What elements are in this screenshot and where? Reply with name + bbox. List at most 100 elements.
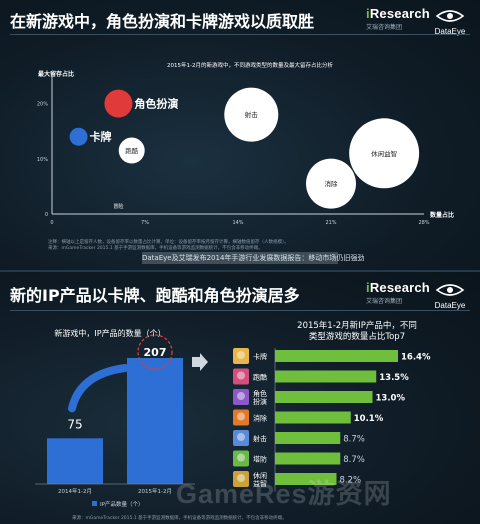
top7-value-label: 8.2% xyxy=(340,476,362,486)
point-label: 卡牌 xyxy=(90,130,112,144)
game-icon-detail xyxy=(237,412,245,421)
growth-arrow xyxy=(68,364,129,413)
y-tick-label: 0 xyxy=(45,212,48,218)
logo-research-sub: 艾瑞咨询集团 xyxy=(366,25,403,31)
point-label: 冒险 xyxy=(113,203,123,210)
bottom-panel: 新的IP产品以卡牌、跑酷和角色扮演居多 iResearch 艾瑞咨询集团 Dat… xyxy=(0,270,480,524)
eye-icon xyxy=(435,10,465,22)
game-icon xyxy=(233,389,249,405)
game-icon-detail xyxy=(237,474,245,482)
top7-category: 消除 xyxy=(253,414,267,423)
point-label: 角色扮演 xyxy=(134,97,178,111)
game-icon xyxy=(233,430,249,446)
top7-category: 卡牌 xyxy=(253,352,267,361)
top7-value-label: 8.7% xyxy=(343,455,365,465)
ip-bar xyxy=(127,358,183,484)
x-tick-label: 14% xyxy=(232,220,243,226)
footnote-1: 注释：横轴以上是留存人数，设备留存率以数量占比计算，单位：设备留存率按月留存计算… xyxy=(48,240,289,245)
top7-bar xyxy=(275,391,373,403)
legend-swatch xyxy=(92,501,97,506)
logo-dataeye-text: DataEye xyxy=(434,27,466,36)
x-axis-label: 数量占比 xyxy=(430,211,454,219)
top7-value-label: 8.7% xyxy=(343,435,365,445)
ip-bar-value: 75 xyxy=(67,417,82,431)
scatter-chart: 2015年1-2月的新游戏中，不同游戏类型的数量及最大留存占比分析 最大留存占比… xyxy=(37,61,454,226)
top7-bar xyxy=(275,473,337,485)
game-icon xyxy=(233,348,249,364)
footnote-3: 来源：mGameTracker 2015.1 基于手游监测数据库，手机设备等游戏… xyxy=(72,516,287,521)
y-tick-label: 10% xyxy=(37,157,48,163)
logo-dataeye-text-2: DataEye xyxy=(434,301,466,310)
x-tick-label: 7% xyxy=(141,220,149,226)
top-panel: 在新游戏中，角色扮演和卡牌游戏以质取胜 iResearch 艾瑞咨询集团 Dat… xyxy=(0,0,480,270)
top7-category: 跑酷 xyxy=(253,373,267,382)
top7-value-label: 16.4% xyxy=(401,353,431,363)
logo-i-2: i xyxy=(366,280,370,295)
point-label: 休闲益智 xyxy=(371,149,397,158)
top7-value-label: 10.1% xyxy=(354,414,384,424)
watermark: GameRes游资网 xyxy=(176,479,392,509)
scatter-point xyxy=(349,118,420,189)
game-icon-detail xyxy=(237,371,245,380)
top7-title-line2: 类型游戏的数量占比Top7 xyxy=(309,331,405,342)
logo-i: i xyxy=(366,6,370,21)
game-icon xyxy=(233,450,249,467)
game-icon-detail xyxy=(237,433,245,441)
ip-bar-value: 207 xyxy=(144,346,167,359)
dataeye-logo-2: DataEye xyxy=(428,282,472,310)
iresearch-logo-2: iResearch 艾瑞咨询集团 xyxy=(366,280,430,305)
top7-bar xyxy=(275,432,341,444)
top7-bar xyxy=(275,452,341,465)
highlight-circle xyxy=(137,334,173,370)
x-tick-label: 21% xyxy=(325,220,336,226)
top7-bar xyxy=(275,370,377,383)
ip-count-bar-chart: 新游戏中，IP产品的数量（个） 2014年1-2月 2015年1-2月 75 207 IP… xyxy=(35,328,195,508)
point-label: 消除 xyxy=(325,179,339,188)
game-icon-detail xyxy=(237,351,245,359)
top7-category: 扮演 xyxy=(253,397,267,406)
game-icon-detail xyxy=(237,392,245,400)
top7-category: 角色 xyxy=(253,389,267,398)
point-label: 跑酷 xyxy=(125,146,139,155)
top7-bar xyxy=(275,411,351,424)
top7-bar xyxy=(275,350,398,362)
game-icon-detail xyxy=(237,453,245,462)
title-divider xyxy=(10,34,470,35)
game-icon xyxy=(233,409,249,426)
top7-value-label: 13.5% xyxy=(379,373,409,383)
y-tick-label: 20% xyxy=(37,102,48,108)
scatter-point xyxy=(104,89,133,118)
legend-label: IP产品数量（个） xyxy=(100,500,143,508)
scatter-point xyxy=(224,87,279,142)
title-divider-2 xyxy=(10,310,470,311)
arrow-right-icon xyxy=(192,353,208,371)
slide-title: 在新游戏中，角色扮演和卡牌游戏以质取胜 xyxy=(10,12,315,31)
top7-category: 射击 xyxy=(253,434,267,443)
logo-research-sub-2: 艾瑞咨询集团 xyxy=(366,299,403,305)
top7-category: 益智 xyxy=(253,479,267,488)
iresearch-logo: iResearch 艾瑞咨询集团 xyxy=(366,6,430,31)
footnote-2: 来源：mGameTracker 2015.1 基于手游监测数据库，手机设备等游戏… xyxy=(48,246,263,251)
ip-bar-category: 2014年1-2月 xyxy=(58,487,92,495)
x-tick-label: 0 xyxy=(50,220,53,226)
ip-bar xyxy=(47,438,103,484)
ip-bar-category: 2015年1-2月 xyxy=(138,487,172,495)
game-icon xyxy=(233,368,249,385)
ip-chart-title: 新游戏中，IP产品的数量（个） xyxy=(54,328,165,338)
eye-icon xyxy=(435,284,465,296)
chart-title: 2015年1-2月的新游戏中，不同游戏类型的数量及最大留存占比分析 xyxy=(167,61,333,69)
logo-research: Research xyxy=(369,6,430,21)
dataeye-logo: DataEye xyxy=(428,8,472,36)
logo-research-2: Research xyxy=(369,280,430,295)
top7-category: 塔防 xyxy=(253,455,267,464)
point-label: 射击 xyxy=(245,110,259,119)
slide-title-2: 新的IP产品以卡牌、跑酷和角色扮演居多 xyxy=(10,286,300,305)
scatter-point xyxy=(118,137,145,164)
scatter-point xyxy=(306,158,356,209)
report-caption: DataEye及艾瑞发布2014年手游行业发展数据报告：移动市场仍旧强劲 xyxy=(142,252,365,264)
x-tick-label: 28% xyxy=(418,220,429,226)
top7-title-line1: 2015年1-2月新IP产品中，不同 xyxy=(297,320,417,331)
top7-category: 休闲 xyxy=(253,471,267,480)
game-icon xyxy=(233,471,249,487)
